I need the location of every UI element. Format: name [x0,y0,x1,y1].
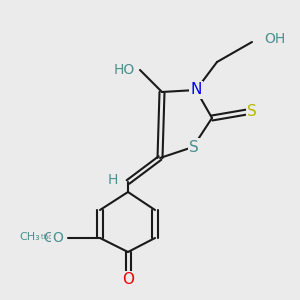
Text: methoxy: methoxy [31,234,61,240]
Text: O: O [122,272,134,287]
Text: HO: HO [114,63,135,77]
Text: N: N [190,82,202,98]
Text: H: H [108,173,118,187]
Text: O: O [43,231,54,245]
Text: O: O [52,231,63,245]
Text: S: S [189,140,199,154]
Text: OH: OH [264,32,285,46]
Text: S: S [247,104,257,119]
Text: CH₃: CH₃ [19,232,40,242]
